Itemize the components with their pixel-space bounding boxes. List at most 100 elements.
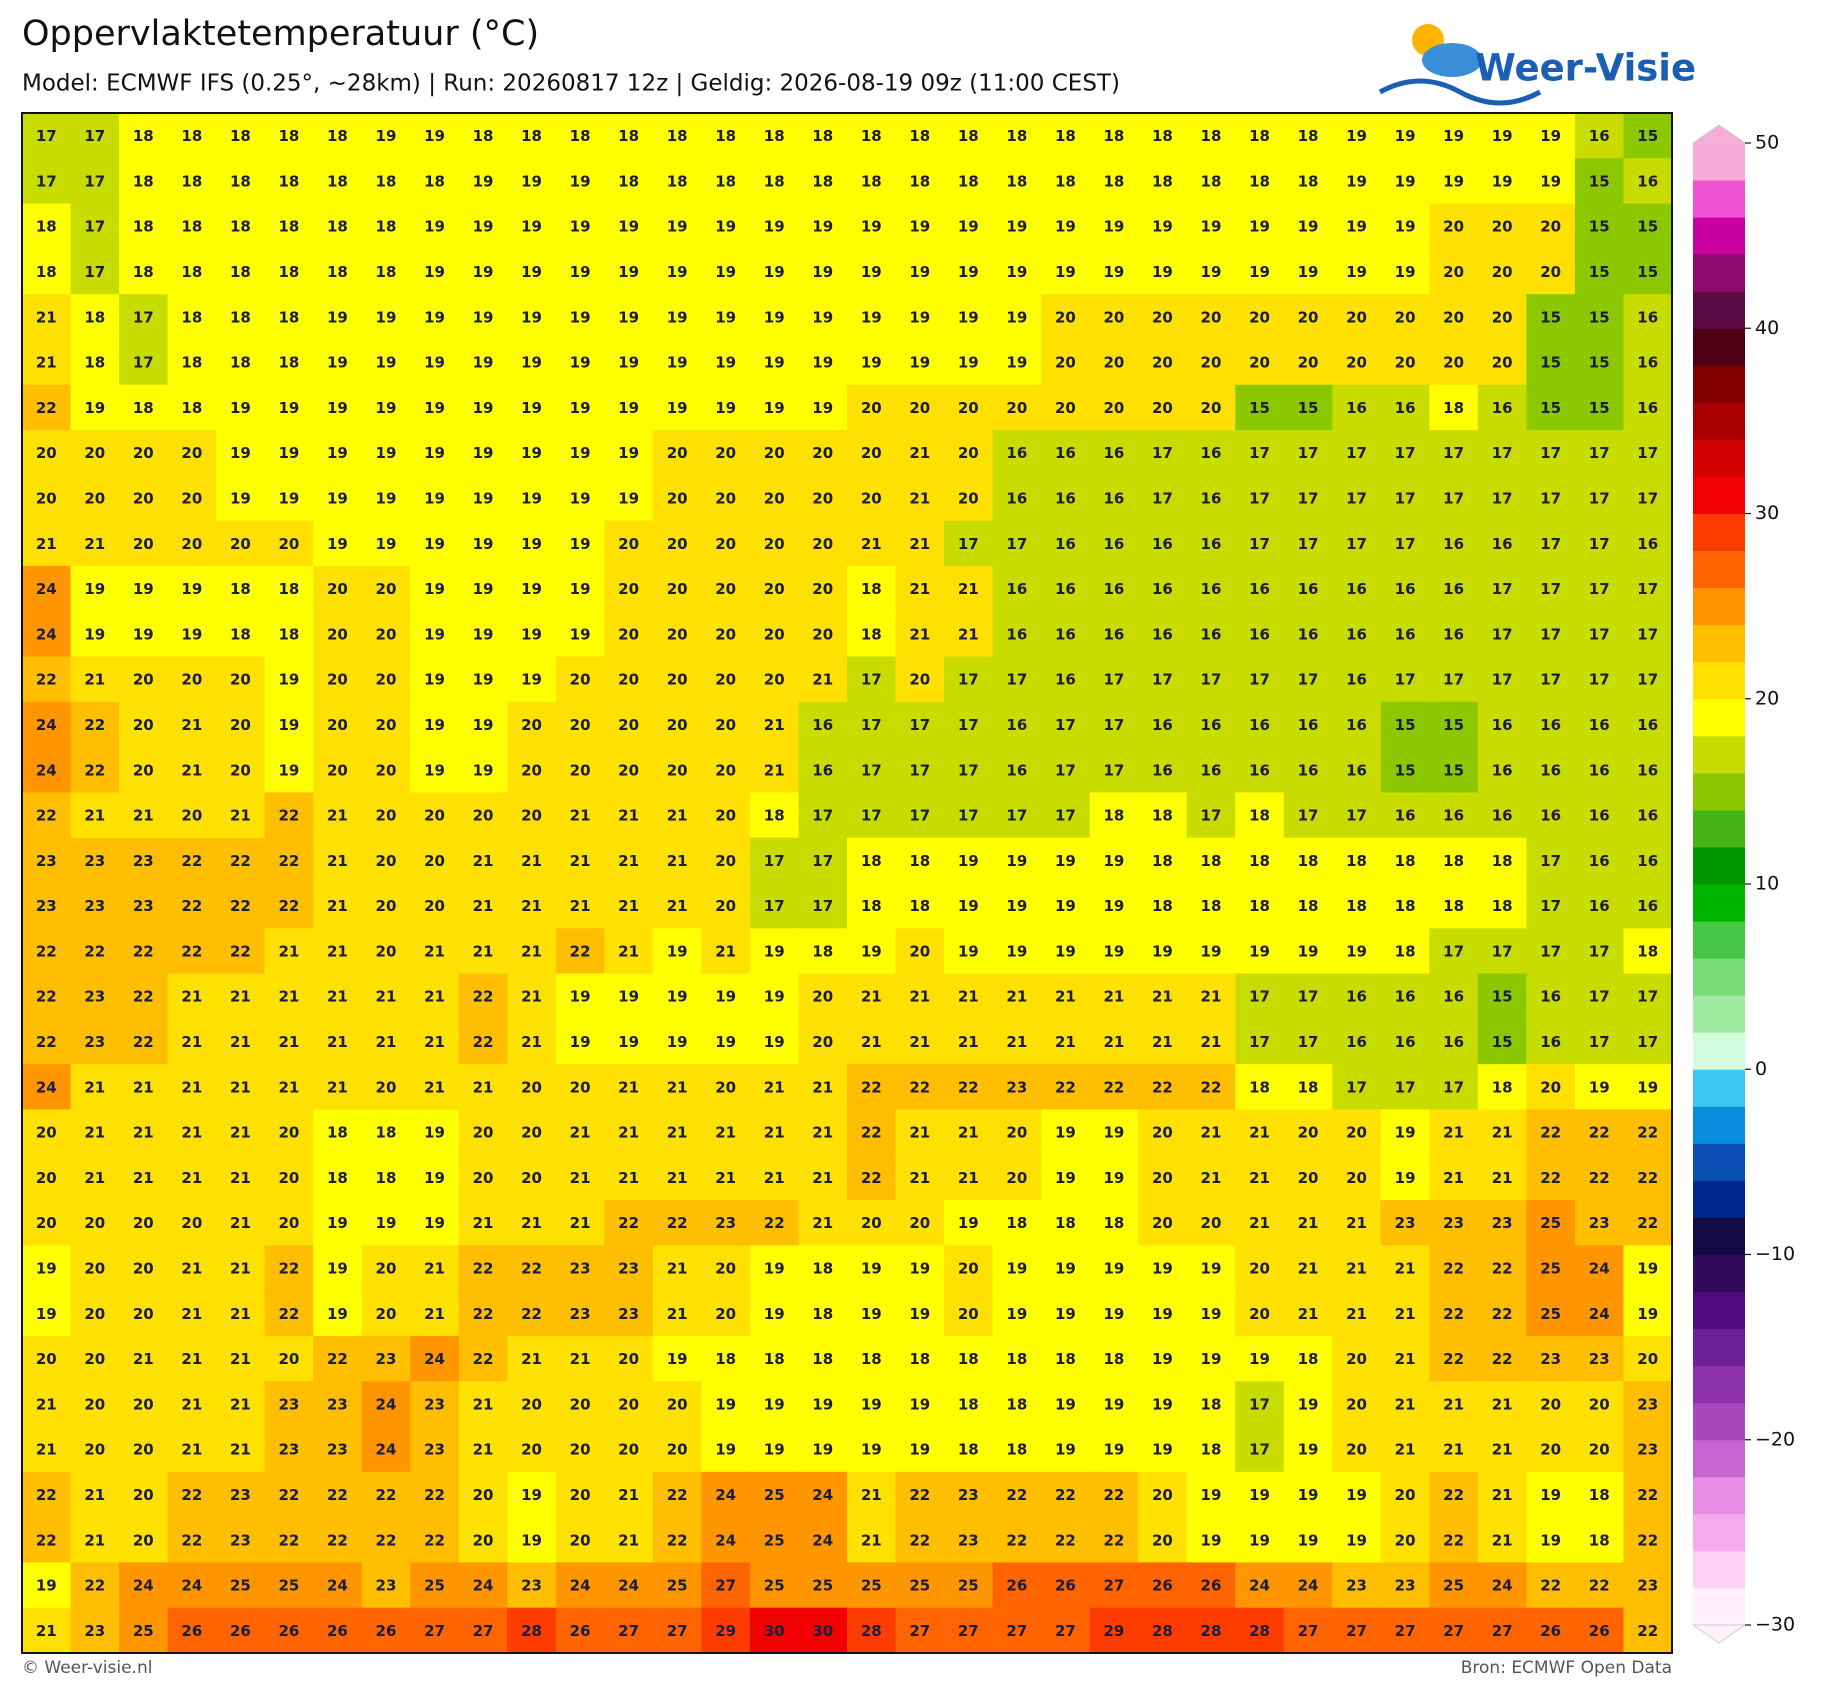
temp-label: 19 xyxy=(1540,1531,1561,1549)
temp-cell xyxy=(361,339,411,386)
temp-label: 15 xyxy=(1443,761,1464,779)
temp-label: 21 xyxy=(424,988,445,1006)
temp-cell xyxy=(216,1471,266,1518)
temp-cell xyxy=(1089,1607,1139,1654)
temp-label: 21 xyxy=(1249,1124,1270,1142)
temp-cell xyxy=(1574,1018,1625,1065)
temp-cell xyxy=(410,339,460,386)
temp-cell xyxy=(701,520,751,567)
temp-cell xyxy=(119,113,169,159)
temp-label: 17 xyxy=(1492,490,1513,508)
temp-label: 19 xyxy=(327,1214,348,1232)
temp-cell xyxy=(1429,1290,1479,1337)
temp-label: 17 xyxy=(1637,490,1658,508)
temp-label: 20 xyxy=(1346,354,1367,372)
temp-label: 17 xyxy=(909,807,930,825)
temp-label: 24 xyxy=(36,716,57,734)
temp-cell xyxy=(1235,1517,1285,1564)
temp-cell xyxy=(749,701,800,748)
temp-label: 20 xyxy=(1443,263,1464,281)
temp-label: 16 xyxy=(1201,761,1222,779)
temp-cell xyxy=(458,520,508,567)
colorbar-segment xyxy=(1693,1439,1745,1478)
temp-label: 17 xyxy=(1249,1395,1270,1413)
temp-cell xyxy=(313,1607,363,1654)
temp-cell xyxy=(507,248,557,295)
temp-label: 17 xyxy=(1298,1033,1319,1051)
temp-cell xyxy=(1526,430,1576,476)
temp-label: 20 xyxy=(1103,354,1124,372)
temp-label: 26 xyxy=(1152,1577,1173,1595)
temp-cell xyxy=(458,248,508,295)
temp-cell xyxy=(410,1471,460,1518)
temp-cell xyxy=(1041,158,1091,205)
temp-cell xyxy=(1380,475,1430,522)
temp-cell xyxy=(22,883,72,929)
temp-cell xyxy=(1574,294,1625,341)
temp-cell xyxy=(1477,113,1528,159)
temp-cell xyxy=(1235,203,1285,250)
temp-cell xyxy=(70,113,120,159)
temp-label: 21 xyxy=(667,852,688,870)
temp-label: 19 xyxy=(1637,1260,1658,1278)
temp-label: 20 xyxy=(473,1486,494,1504)
temp-label: 22 xyxy=(1540,1577,1561,1595)
temp-cell xyxy=(458,1426,508,1473)
temp-label: 19 xyxy=(1395,1124,1416,1142)
temp-label: 23 xyxy=(1395,1577,1416,1595)
temp-cell xyxy=(1574,1517,1625,1564)
temp-label: 19 xyxy=(424,716,445,734)
temp-label: 18 xyxy=(1298,1350,1319,1368)
temp-label: 21 xyxy=(667,1305,688,1323)
temp-cell xyxy=(1526,1109,1576,1156)
temp-cell xyxy=(652,113,703,159)
temp-label: 16 xyxy=(1492,716,1513,734)
temp-label: 16 xyxy=(1006,625,1027,643)
temp-label: 19 xyxy=(861,263,882,281)
temp-label: 16 xyxy=(1249,761,1270,779)
temp-cell xyxy=(70,1381,120,1428)
temp-cell xyxy=(216,1154,266,1201)
temp-cell xyxy=(798,611,848,658)
temp-label: 23 xyxy=(278,1395,299,1413)
temp-label: 20 xyxy=(1540,263,1561,281)
temp-label: 21 xyxy=(618,1486,639,1504)
temp-label: 17 xyxy=(1443,942,1464,960)
temp-cell xyxy=(1477,701,1528,748)
temp-label: 21 xyxy=(909,1124,930,1142)
temp-cell xyxy=(652,1335,703,1382)
temp-cell xyxy=(1138,1290,1188,1337)
temp-label: 24 xyxy=(36,761,57,779)
temp-label: 21 xyxy=(424,1305,445,1323)
temp-label: 21 xyxy=(812,671,833,689)
colorbar-segment xyxy=(1693,624,1745,663)
temp-label: 20 xyxy=(376,807,397,825)
temp-cell xyxy=(167,113,217,159)
temp-label: 19 xyxy=(861,1305,882,1323)
temp-label: 19 xyxy=(424,625,445,643)
temp-cell xyxy=(1041,1607,1091,1654)
temp-cell xyxy=(749,1426,800,1473)
logo-wave xyxy=(1378,78,1542,106)
temp-cell xyxy=(1332,1245,1382,1292)
temp-cell xyxy=(1089,1018,1139,1065)
temp-label: 21 xyxy=(764,1078,785,1096)
temp-cell xyxy=(1623,430,1673,476)
temp-cell xyxy=(1041,430,1091,476)
temp-cell xyxy=(119,565,169,612)
temp-label: 20 xyxy=(812,625,833,643)
temp-cell xyxy=(652,203,703,250)
temp-cell xyxy=(361,928,411,975)
temp-label: 19 xyxy=(521,535,542,553)
temp-cell xyxy=(1041,1200,1091,1246)
temp-cell xyxy=(216,611,266,658)
temp-label: 21 xyxy=(909,988,930,1006)
temp-label: 18 xyxy=(667,172,688,190)
temp-label: 19 xyxy=(812,1441,833,1459)
temp-cell xyxy=(507,883,557,929)
temp-cell xyxy=(70,973,120,1020)
temp-cell xyxy=(507,475,557,522)
temp-cell xyxy=(1574,1154,1625,1201)
temp-label: 21 xyxy=(230,1078,251,1096)
temp-label: 21 xyxy=(1492,1531,1513,1549)
